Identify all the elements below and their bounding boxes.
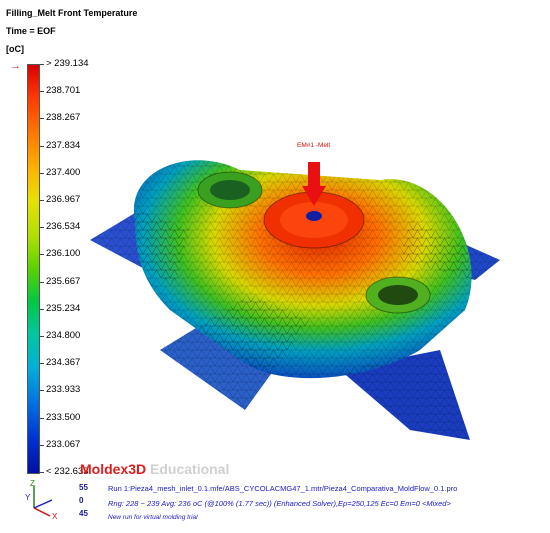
legend-tick-mark [40,172,44,174]
legend-tick-mark [40,64,44,65]
legend-tick-label: 233.933 [46,384,81,396]
injection-point-label: EM#1 -Melt [297,142,331,149]
unit-label: [oC] [6,44,24,54]
legend-tick-mark [40,444,44,446]
axis-y-label: Y [25,493,31,502]
legend-marker-arrow-icon: → [10,60,21,72]
axis-triad: Z Y X [25,479,58,520]
time-label: Time = EOF [6,26,56,36]
legend-tick-mark [40,145,44,147]
legend-tick-mark [40,472,44,473]
legend-tick-mark [40,336,44,337]
legend-tick-label: > 239.134 [46,58,89,69]
legend-tick-mark [40,118,44,120]
part-body [90,160,500,440]
legend-tick-mark [40,363,44,365]
legend-tick-mark [40,281,44,283]
legend-tick-label: 235.667 [46,275,81,287]
range-info: Rng: 228 ~ 239 Avg: 236 oC (@100% (1.77 … [108,499,451,508]
axis-z-label: Z [30,479,35,488]
legend-tick-label: 233.500 [46,411,81,423]
run-info: Run 1:Pieza4_mesh_inlet_0.1.mfe/ABS_CYCO… [108,484,458,493]
view-angle-2: 0 [79,496,84,505]
legend-tick-label: 237.400 [46,166,81,178]
legend-tick-mark [40,254,44,256]
legend-tick-label: 235.234 [46,302,81,314]
result-title: Filling_Melt Front Temperature [6,8,138,18]
run-note: New run for virtual molding trial [108,514,198,521]
legend-tick-label: 234.367 [46,357,81,369]
legend-tick-label: 236.100 [46,248,81,260]
view-angle-1: 55 [79,483,88,492]
legend-tick-label: 233.067 [46,438,81,450]
legend-tick-label: < 232.633 [46,466,89,477]
legend-tick-label: 236.967 [46,194,81,205]
legend-tick-label: 236.534 [46,221,81,233]
legend-tick-label: 237.834 [46,139,81,151]
legend-tick-mark [40,390,44,392]
color-legend-bar[interactable] [27,64,40,474]
legend-tick-mark [40,91,44,93]
legend-tick-label: 238.701 [46,85,81,97]
legend-tick-mark [40,200,44,201]
part-model[interactable] [80,110,520,460]
legend-tick-label: 238.267 [46,112,81,124]
injection-arrow-icon [302,162,326,206]
legend-tick-mark [40,308,44,310]
view-angle-3: 45 [79,509,88,518]
moldex-logo: Moldex3D Educational [80,461,230,477]
axis-x-label: X [52,512,58,520]
legend-tick-label: 234.800 [46,330,81,341]
legend-tick-mark [40,227,44,229]
legend-tick-mark [40,417,44,419]
